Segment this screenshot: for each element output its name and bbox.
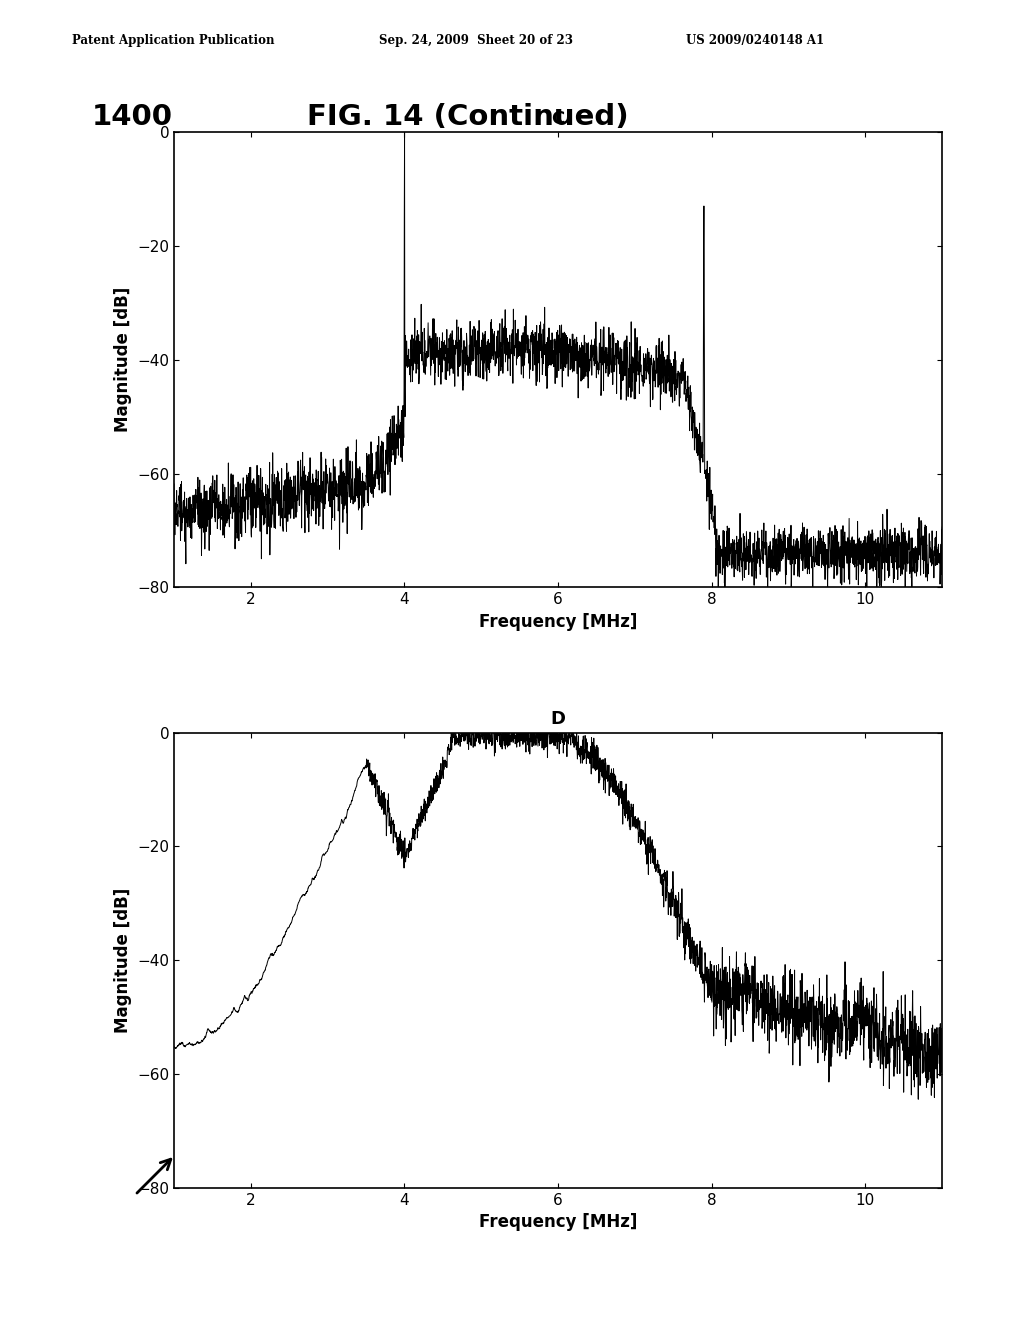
Text: US 2009/0240148 A1: US 2009/0240148 A1	[686, 33, 824, 46]
Text: Patent Application Publication: Patent Application Publication	[72, 33, 274, 46]
Title: C: C	[552, 110, 564, 128]
Y-axis label: Magnitude [dB]: Magnitude [dB]	[114, 887, 131, 1034]
X-axis label: Frequency [MHz]: Frequency [MHz]	[479, 1213, 637, 1232]
X-axis label: Frequency [MHz]: Frequency [MHz]	[479, 612, 637, 631]
Text: 1400: 1400	[92, 103, 173, 132]
Text: FIG. 14 (Continued): FIG. 14 (Continued)	[307, 103, 629, 132]
Y-axis label: Magnitude [dB]: Magnitude [dB]	[114, 286, 131, 433]
Title: D: D	[551, 710, 565, 729]
Text: Sep. 24, 2009  Sheet 20 of 23: Sep. 24, 2009 Sheet 20 of 23	[379, 33, 572, 46]
